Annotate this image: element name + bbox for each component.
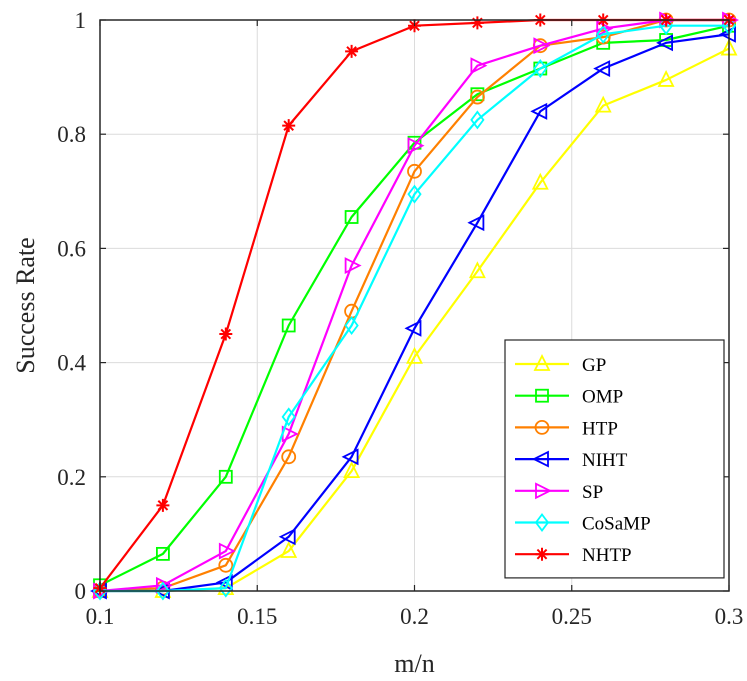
- data-point-cosamp: [596, 24, 611, 44]
- legend-item-nhtp: NHTP: [515, 545, 632, 566]
- data-point-nhtp: [282, 119, 296, 133]
- data-point-gp: [594, 95, 612, 113]
- data-point-sp: [533, 37, 551, 55]
- data-point-niht: [530, 102, 548, 120]
- data-point-gp: [343, 461, 361, 478]
- data-point-omp: [218, 469, 233, 484]
- data-point-nhtp: [156, 498, 170, 512]
- data-point-htp: [469, 89, 485, 105]
- legend-item-niht: NIHT: [515, 450, 628, 471]
- y-axis-label: Success Rate: [11, 237, 40, 373]
- data-point-sp: [407, 137, 425, 155]
- legend-item-sp: SP: [515, 482, 603, 503]
- data-point-gp: [468, 261, 486, 279]
- series-line-niht: [100, 33, 730, 593]
- data-point-cosamp: [470, 110, 485, 130]
- data-point-sp: [218, 542, 236, 560]
- legend-marker-sp: [535, 482, 553, 500]
- legend-label-gp: GP: [582, 355, 606, 376]
- data-point-htp: [281, 449, 297, 465]
- data-point-nhtp: [470, 16, 484, 30]
- legend-marker-omp: [535, 388, 549, 403]
- legend-marker-gp: [533, 353, 551, 371]
- data-point-sp: [470, 57, 488, 75]
- data-point-sp: [155, 576, 173, 594]
- legend-item-cosamp: CoSaMP: [515, 513, 651, 535]
- y-tick-label: 0: [75, 579, 87, 604]
- data-point-nhtp: [345, 44, 359, 58]
- y-tick-label: 1: [75, 8, 87, 33]
- y-tick-label: 0.8: [57, 122, 86, 147]
- legend-item-gp: GP: [515, 353, 606, 376]
- data-point-gp: [531, 172, 549, 190]
- data-point-nhtp: [219, 327, 233, 341]
- x-tick-label: 0.2: [400, 604, 429, 629]
- data-point-cosamp: [155, 581, 171, 601]
- data-point-omp: [281, 318, 296, 333]
- data-point-niht: [467, 214, 485, 232]
- x-axis-label: m/n: [394, 649, 434, 678]
- legend-marker-cosamp: [534, 513, 550, 532]
- legend-marker-nhtp: [535, 547, 549, 561]
- data-point-niht: [718, 25, 736, 43]
- data-point-niht: [656, 34, 673, 52]
- data-point-omp: [344, 210, 359, 224]
- legend-label-sp: SP: [582, 482, 603, 503]
- series-layer: [89, 11, 740, 601]
- legend-label-niht: NIHT: [582, 450, 628, 471]
- series-line-cosamp: [100, 24, 729, 593]
- legend-marker-htp: [534, 419, 550, 435]
- legend-label-htp: HTP: [582, 418, 618, 439]
- data-point-niht: [215, 573, 233, 591]
- legend-item-omp: OMP: [515, 387, 623, 408]
- data-point-cosamp: [344, 315, 359, 335]
- data-point-sp: [344, 257, 362, 274]
- x-tick-label: 0.1: [86, 604, 115, 629]
- data-point-niht: [341, 448, 359, 466]
- legend-marker-niht: [531, 450, 549, 468]
- legend: GP OMP HTP NIHT SP CoSaMP NHTP: [504, 339, 725, 579]
- x-tick-label: 0.25: [552, 604, 592, 629]
- x-tick-label: 0.3: [715, 604, 744, 629]
- axis-ticks: 0.1 0.15 0.2 0.25 0.3 0 0.2 0.4 0.6 0.8 1: [57, 8, 743, 629]
- y-tick-label: 0.4: [57, 351, 86, 376]
- data-point-htp: [407, 163, 422, 179]
- legend-label-omp: OMP: [582, 387, 623, 408]
- data-point-gp: [657, 69, 675, 87]
- data-point-niht: [278, 528, 296, 546]
- y-tick-label: 0.6: [57, 236, 86, 261]
- data-point-gp: [217, 578, 235, 596]
- y-tick-label: 0.2: [57, 465, 86, 490]
- data-point-htp: [218, 557, 234, 573]
- data-point-niht: [404, 319, 422, 337]
- data-point-cosamp: [407, 184, 422, 204]
- legend-label-cosamp: CoSaMP: [582, 514, 651, 535]
- series-line-sp: [99, 18, 729, 593]
- x-tick-label: 0.15: [237, 604, 277, 629]
- legend-item-htp: HTP: [515, 418, 618, 439]
- data-point-cosamp: [281, 407, 296, 427]
- data-point-gp: [280, 541, 298, 558]
- data-point-cosamp: [218, 578, 233, 598]
- legend-label-nhtp: NHTP: [582, 545, 632, 566]
- data-point-niht: [593, 60, 611, 77]
- data-point-gp: [406, 346, 423, 364]
- data-point-omp: [155, 546, 170, 561]
- data-point-cosamp: [533, 59, 548, 79]
- series-niht: [89, 25, 736, 600]
- series-line-omp: [99, 24, 730, 587]
